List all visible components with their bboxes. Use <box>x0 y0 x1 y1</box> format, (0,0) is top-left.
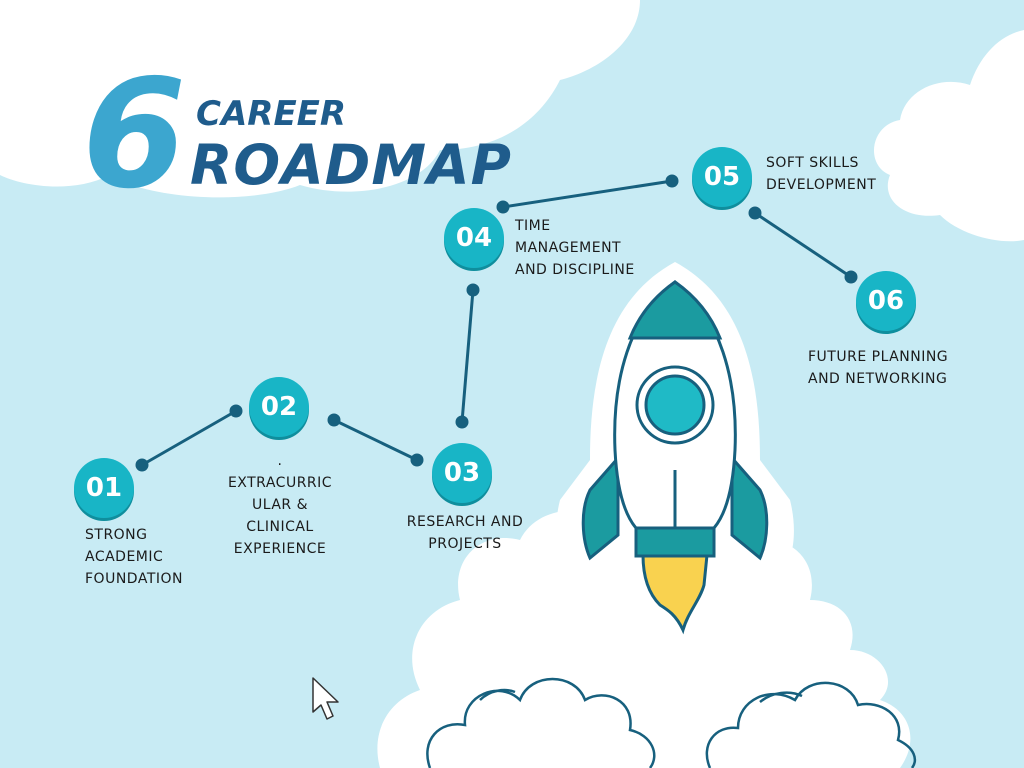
step-label-02: . EXTRACURRIC ULAR & CLINICAL EXPERIENCE <box>227 453 333 557</box>
cloud-puff-inner <box>479 688 516 701</box>
title-roadmap: ROADMAP <box>190 133 512 197</box>
rocket-nozzle <box>634 526 716 558</box>
title-career: CAREER <box>196 94 347 134</box>
rocket-fin-left <box>581 454 620 561</box>
rocket-window <box>644 374 706 436</box>
rocket-icon <box>556 262 794 640</box>
step-label-03: RESEARCH AND PROJECTS <box>406 514 524 552</box>
step-badge-02: 02 <box>249 377 309 437</box>
step-badge-03: 03 <box>432 443 492 503</box>
rocket-nose-cone <box>627 280 723 340</box>
rocket-fin-right <box>730 454 769 561</box>
cloud-puff-outlines <box>426 677 916 768</box>
step-label-04: TIME MANAGEMENT AND DISCIPLINE <box>515 218 635 278</box>
mouse-pointer-icon <box>312 677 339 720</box>
rocket-flame <box>641 553 709 635</box>
title-number: 6 <box>82 48 187 222</box>
step-badge-05: 05 <box>692 147 752 207</box>
cloud-top-right <box>873 0 1024 242</box>
cloud-top-left <box>0 0 640 198</box>
roadmap-connectors <box>135 174 858 472</box>
cloud-puff-left <box>426 677 656 768</box>
cloud-puff-inner-2 <box>759 691 803 703</box>
step-label-06: FUTURE PLANNING AND NETWORKING <box>808 349 949 387</box>
step-badge-01: 01 <box>74 458 134 518</box>
step-badge-06: 06 <box>856 271 916 331</box>
step-label-01: STRONG ACADEMIC FOUNDATION <box>85 527 183 587</box>
step-badge-04: 04 <box>444 208 504 268</box>
step-label-05: SOFT SKILLS DEVELOPMENT <box>766 155 877 193</box>
cloud-puff-right <box>705 681 916 768</box>
